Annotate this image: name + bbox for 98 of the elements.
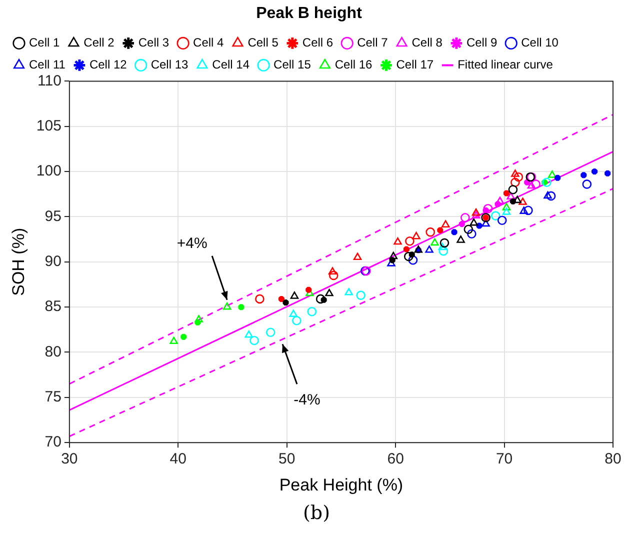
legend-label: Cell 1	[29, 36, 60, 50]
chart-title: Peak B height	[256, 5, 363, 22]
point	[425, 246, 434, 253]
y-tick-label: 110	[38, 72, 62, 90]
point	[531, 180, 540, 189]
point	[389, 252, 398, 260]
legend-label: Cell 7	[357, 36, 388, 50]
point	[520, 206, 528, 214]
x-tick-label: 80	[604, 450, 622, 468]
point	[440, 238, 450, 248]
point	[544, 191, 552, 199]
point	[328, 270, 338, 280]
y-tick-label: 75	[44, 388, 62, 406]
point	[456, 236, 465, 243]
annotation: -4%	[294, 391, 320, 408]
point	[508, 184, 518, 194]
legend-label: Cell 11	[29, 58, 66, 72]
point	[289, 310, 298, 317]
point	[408, 255, 418, 265]
point	[496, 196, 504, 204]
point	[266, 328, 276, 338]
y-tick-label: 80	[44, 343, 62, 360]
x-tick-label: 40	[170, 450, 186, 468]
legend-label: Cell 3	[138, 36, 170, 50]
point	[328, 267, 337, 274]
y-tick-label: 70	[44, 434, 62, 451]
legend-label: Cell 6	[302, 36, 334, 50]
text: (b)	[302, 502, 331, 524]
point	[404, 252, 414, 262]
point	[483, 204, 493, 214]
point	[497, 216, 507, 225]
point	[344, 288, 353, 296]
x-tick-label: 60	[387, 450, 404, 468]
point	[194, 315, 203, 322]
legend-label: Cell 16	[334, 58, 373, 72]
point	[542, 178, 552, 188]
legend-label: Fitted linear curve	[458, 58, 554, 72]
point	[222, 302, 232, 310]
point	[394, 237, 402, 245]
legend-label: Cell 2	[84, 36, 115, 50]
point	[170, 336, 178, 344]
point	[548, 170, 556, 178]
y-tick-label: 85	[44, 298, 62, 316]
point	[467, 229, 476, 239]
point	[356, 290, 366, 300]
point	[316, 294, 326, 304]
x-tick-label: 50	[278, 450, 296, 468]
legend-label: Cell 9	[466, 36, 498, 50]
legend-label: Cell 15	[274, 58, 312, 72]
point	[244, 330, 253, 338]
point	[518, 198, 527, 205]
point	[325, 288, 334, 296]
point	[502, 208, 511, 215]
point	[464, 224, 474, 234]
point	[426, 227, 436, 237]
point	[546, 191, 556, 201]
annotation: +4%	[176, 234, 208, 252]
legend-label: Cell 17	[396, 58, 434, 72]
legend-label: Cell 5	[248, 36, 279, 50]
point	[527, 181, 536, 189]
y-tick-label: 105	[36, 118, 62, 135]
point	[441, 220, 450, 228]
point	[430, 238, 439, 246]
legend-label: Cell 14	[212, 58, 250, 72]
point	[514, 172, 524, 182]
legend-label: Cell 10	[521, 36, 559, 50]
point	[438, 246, 448, 256]
point	[405, 236, 414, 246]
x-tick-label: 30	[61, 450, 78, 468]
y-tick-label: 90	[44, 253, 62, 270]
legend-label: Cell 12	[89, 58, 128, 72]
point	[472, 208, 480, 216]
point	[353, 252, 362, 260]
point	[460, 212, 470, 222]
point	[250, 336, 259, 346]
point	[412, 232, 420, 240]
point	[255, 294, 264, 304]
point	[307, 306, 317, 316]
y-tick-label: 95	[44, 208, 62, 225]
point	[472, 211, 480, 218]
legend-label: Cell 13	[150, 58, 188, 72]
point	[290, 292, 299, 299]
point	[506, 192, 515, 200]
point	[510, 178, 520, 188]
point	[582, 180, 592, 189]
y-tick-label: 100	[36, 162, 62, 180]
point	[470, 218, 478, 226]
x-axis-title: Peak Height (%)	[279, 475, 404, 494]
legend-label: Cell 8	[412, 36, 443, 50]
point	[438, 242, 446, 250]
point	[524, 206, 533, 216]
point	[490, 211, 500, 220]
point	[292, 316, 302, 326]
legend-label: Cell 4	[193, 36, 224, 50]
point	[511, 170, 520, 177]
point	[502, 203, 511, 210]
x-tick-label: 70	[496, 450, 513, 468]
y-axis-title: SOH (%)	[8, 228, 28, 296]
